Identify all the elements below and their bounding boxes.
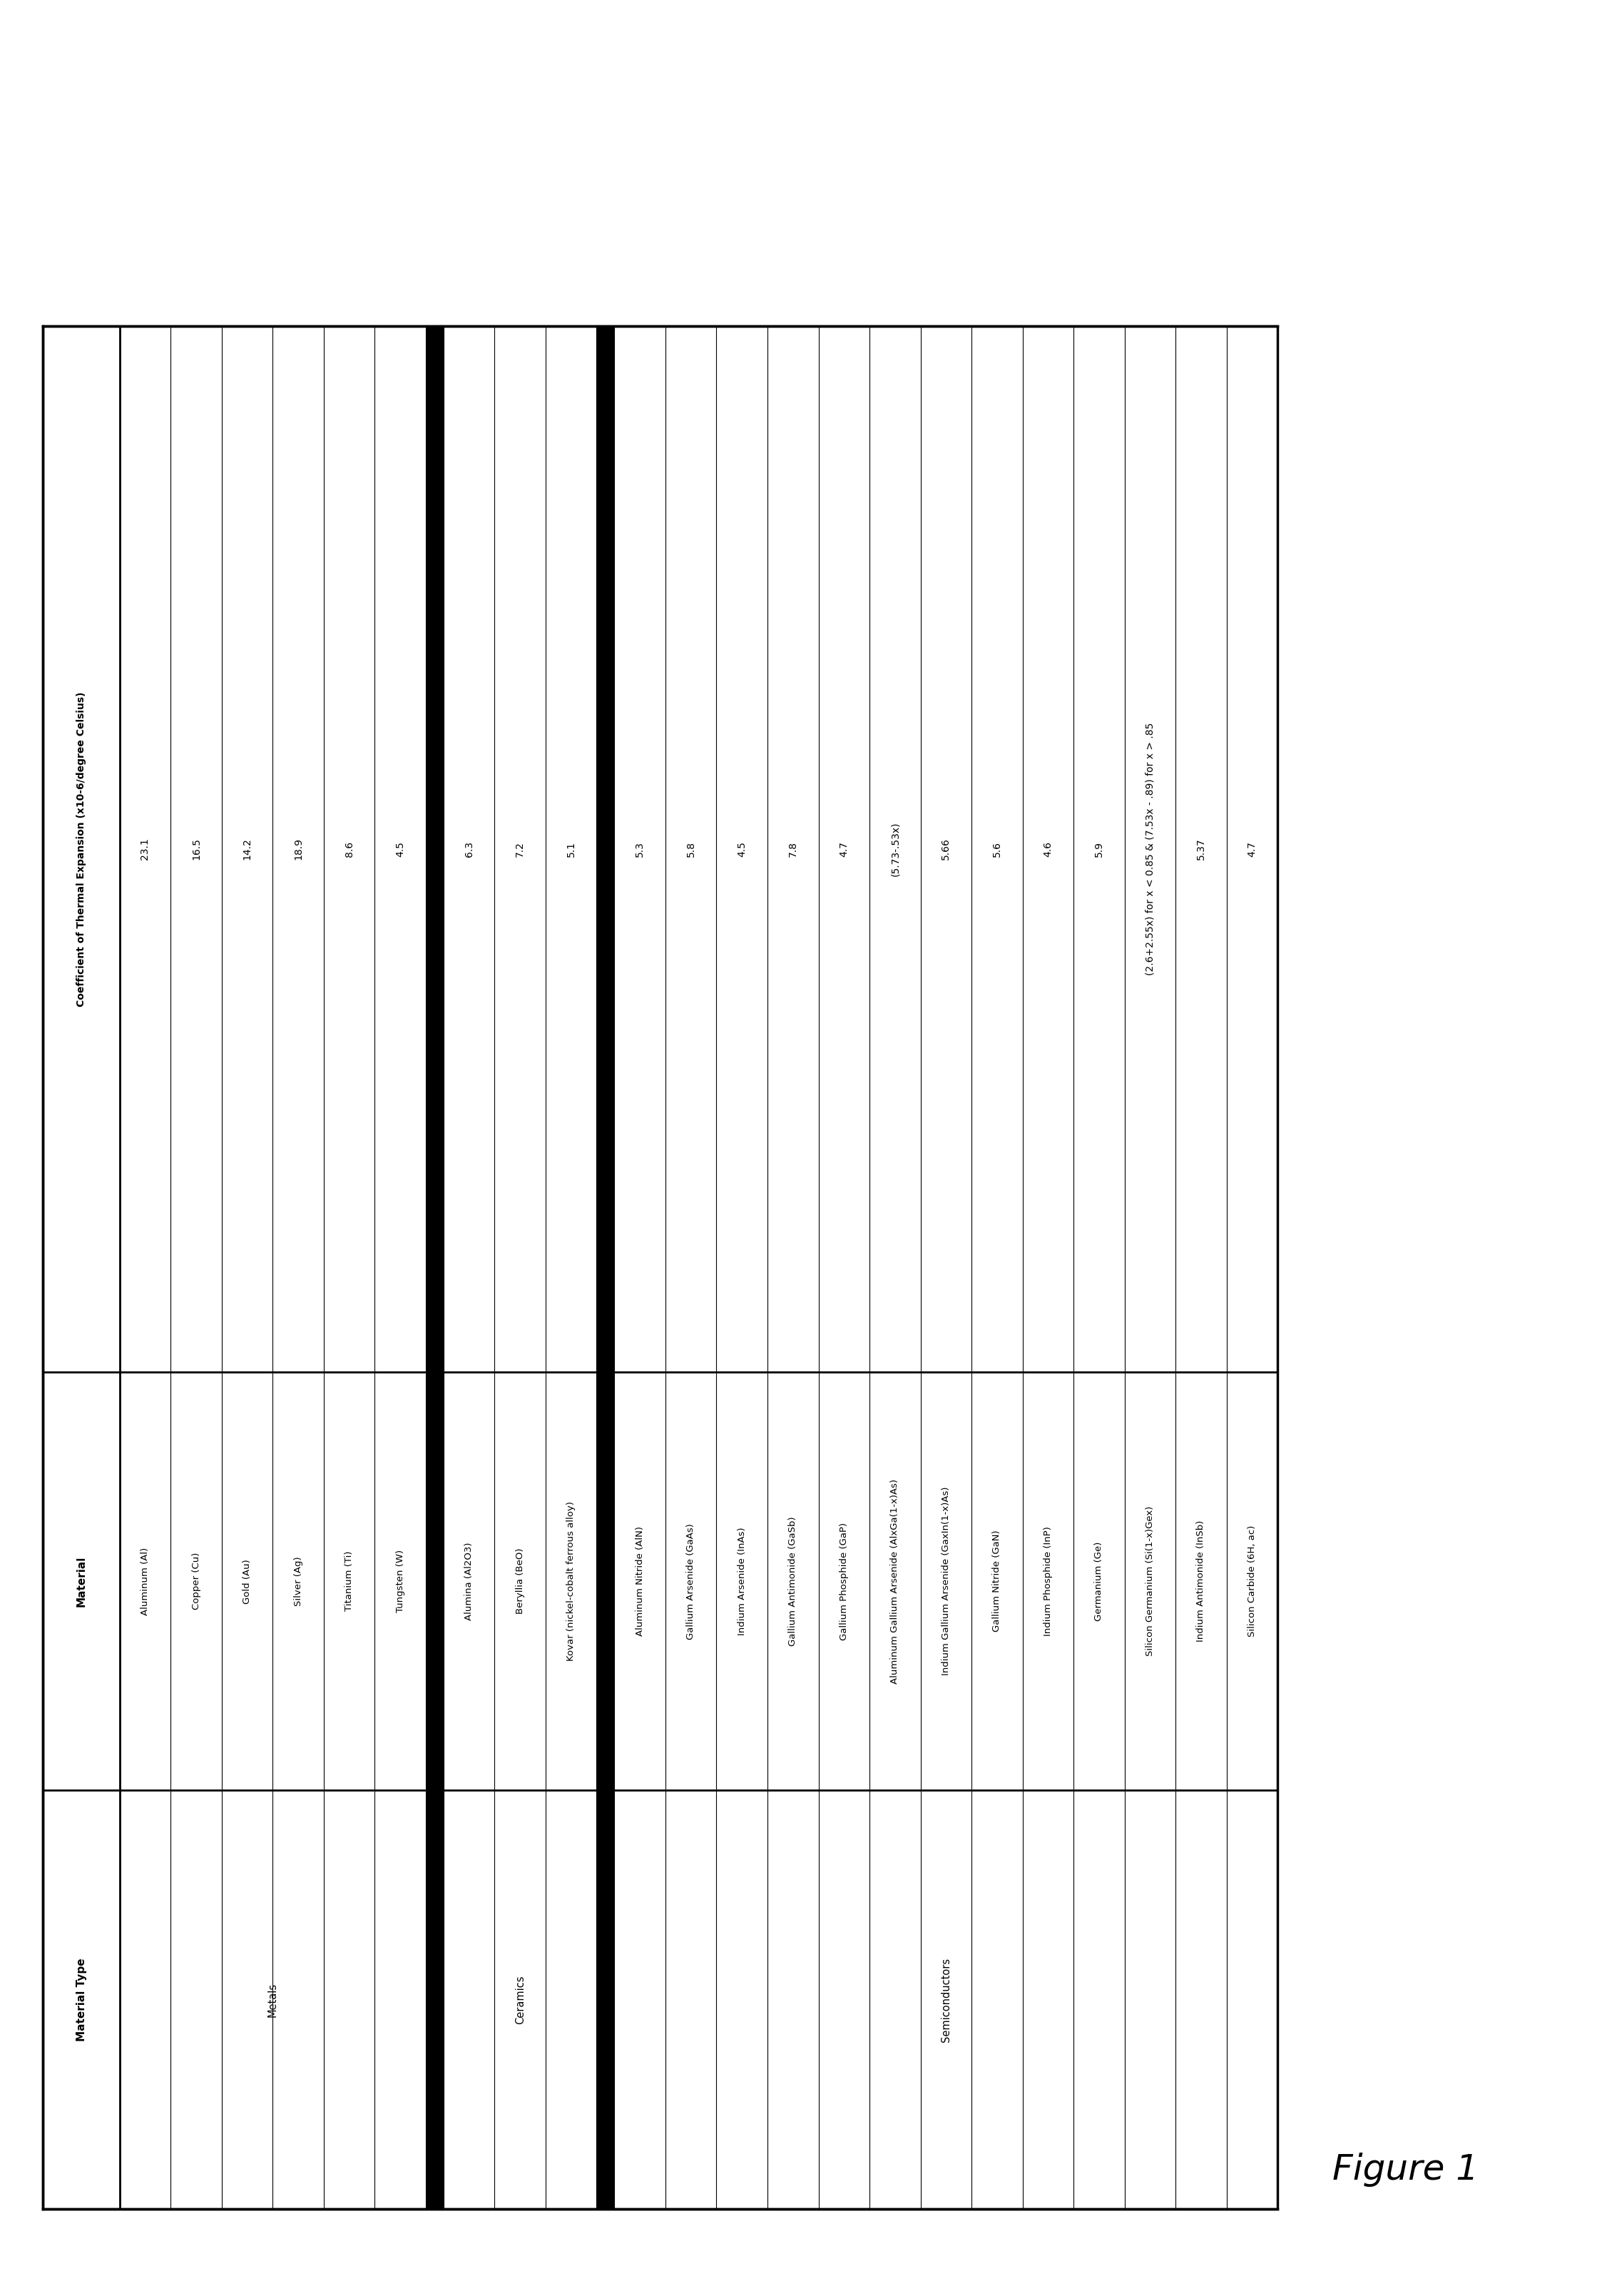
Text: (5.73-.53x): (5.73-.53x) <box>890 822 901 877</box>
Text: Ceramics: Ceramics <box>514 1975 525 2025</box>
Text: 7.8: 7.8 <box>787 840 798 856</box>
Text: 5.6: 5.6 <box>992 840 1001 856</box>
Text: Silicon Carbide (6H, ac): Silicon Carbide (6H, ac) <box>1247 1525 1257 1637</box>
Text: 5.8: 5.8 <box>687 840 696 856</box>
Text: Gallium Phosphide (GaP): Gallium Phosphide (GaP) <box>840 1522 848 1639</box>
Text: Silicon Germanium (Si(1-x)Gex): Silicon Germanium (Si(1-x)Gex) <box>1145 1506 1155 1655</box>
Text: 4.7: 4.7 <box>838 840 850 856</box>
Text: Semiconductors: Semiconductors <box>941 1958 952 2041</box>
Bar <box>43 326 1278 2209</box>
Text: 5.37: 5.37 <box>1196 838 1206 861</box>
Text: Indium Gallium Arsenide (GaxIn(1-x)As): Indium Gallium Arsenide (GaxIn(1-x)As) <box>941 1488 950 1676</box>
Text: 4.5: 4.5 <box>394 840 406 856</box>
Text: Aluminum Gallium Arsenide (AlxGa(1-x)As): Aluminum Gallium Arsenide (AlxGa(1-x)As) <box>891 1479 899 1683</box>
Text: Coefficient of Thermal Expansion (x10-6/degree Celsius): Coefficient of Thermal Expansion (x10-6/… <box>77 691 86 1006</box>
Text: Tungsten (W): Tungsten (W) <box>396 1550 404 1612</box>
Text: Gallium Nitride (GaN): Gallium Nitride (GaN) <box>992 1531 1001 1632</box>
Text: Alumina (Al2O3): Alumina (Al2O3) <box>465 1543 474 1621</box>
Text: 4.5: 4.5 <box>736 840 747 856</box>
Bar <box>426 326 444 2209</box>
Text: 5.1: 5.1 <box>565 840 577 856</box>
Text: 14.2: 14.2 <box>243 838 252 861</box>
Text: 4.7: 4.7 <box>1247 840 1257 856</box>
Text: Silver (Ag): Silver (Ag) <box>294 1557 303 1605</box>
Text: Germanium (Ge): Germanium (Ge) <box>1094 1541 1104 1621</box>
Text: Copper (Cu): Copper (Cu) <box>192 1552 201 1609</box>
Text: 16.5: 16.5 <box>192 838 201 861</box>
Text: Aluminum Nitride (AlN): Aluminum Nitride (AlN) <box>636 1527 645 1637</box>
Text: Kovar (nickel-cobalt ferrous alloy): Kovar (nickel-cobalt ferrous alloy) <box>567 1502 577 1660</box>
Text: Gallium Arsenide (GaAs): Gallium Arsenide (GaAs) <box>687 1522 696 1639</box>
Text: Indium Arsenide (InAs): Indium Arsenide (InAs) <box>738 1527 747 1635</box>
Text: (2.6+2.55x) for x < 0.85 & (7.53x - .89) for x > .85: (2.6+2.55x) for x < 0.85 & (7.53x - .89)… <box>1145 723 1155 976</box>
Text: Indium Phosphide (InP): Indium Phosphide (InP) <box>1043 1527 1052 1637</box>
Text: Material Type: Material Type <box>77 1958 86 2041</box>
Text: 4.6: 4.6 <box>1043 840 1052 856</box>
Text: Material: Material <box>77 1557 86 1607</box>
Text: Aluminum (Al): Aluminum (Al) <box>141 1548 150 1614</box>
Text: 5.66: 5.66 <box>941 838 952 861</box>
Text: 6.3: 6.3 <box>465 840 474 856</box>
Text: 18.9: 18.9 <box>294 838 303 861</box>
Text: Titanium (Ti): Titanium (Ti) <box>345 1552 355 1612</box>
Text: Figure 1: Figure 1 <box>1332 2154 1479 2186</box>
Text: 7.2: 7.2 <box>516 840 525 856</box>
Text: Beryllia (BeO): Beryllia (BeO) <box>516 1548 525 1614</box>
Text: 8.6: 8.6 <box>345 840 355 856</box>
Text: Indium Antimonide (InSb): Indium Antimonide (InSb) <box>1196 1520 1206 1642</box>
Text: 23.1: 23.1 <box>141 838 150 861</box>
Text: Gallium Antimonide (GaSb): Gallium Antimonide (GaSb) <box>789 1515 797 1646</box>
Text: Gold (Au): Gold (Au) <box>243 1559 252 1603</box>
Text: 5.9: 5.9 <box>1094 840 1104 856</box>
Text: Metals: Metals <box>267 1981 278 2016</box>
Bar <box>597 326 615 2209</box>
Text: 5.3: 5.3 <box>636 840 645 856</box>
